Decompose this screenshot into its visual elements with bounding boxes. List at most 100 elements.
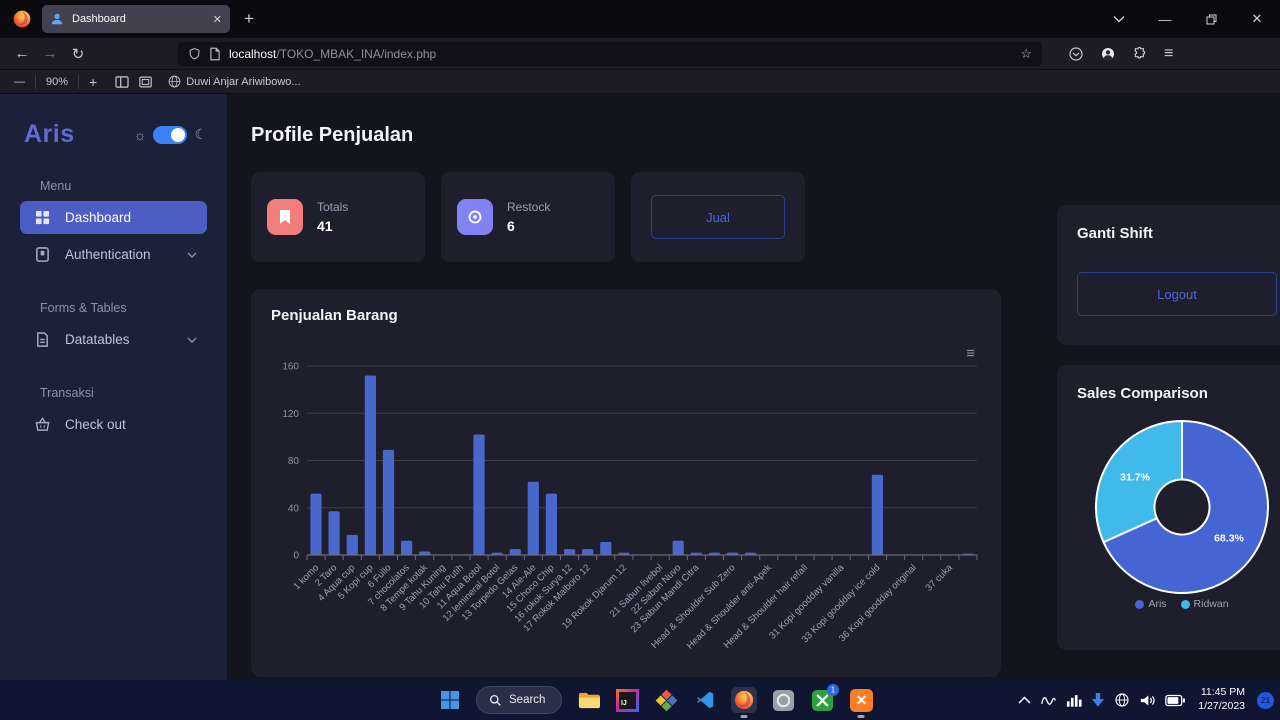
search-icon bbox=[489, 694, 501, 706]
vscode-icon[interactable] bbox=[692, 687, 718, 713]
datatable-file-icon bbox=[37, 332, 48, 347]
clock-time: 11:45 PM bbox=[1200, 686, 1245, 699]
reload-button[interactable]: ↻ bbox=[71, 45, 85, 63]
open-app-indicator bbox=[740, 715, 748, 718]
svg-text:40: 40 bbox=[288, 503, 300, 514]
dashboard-grid-icon bbox=[35, 210, 50, 225]
intellij-icon[interactable]: IJ bbox=[614, 687, 640, 713]
browser-tab[interactable]: Dashboard ✕ bbox=[42, 5, 230, 33]
url-bar[interactable]: localhost/TOKO_MBAK_INA/index.php ☆ bbox=[178, 41, 1042, 66]
account-icon[interactable] bbox=[1100, 46, 1116, 62]
stat-value: 6 bbox=[507, 218, 515, 234]
legend-item[interactable]: Aris bbox=[1135, 598, 1167, 610]
stat-label: Totals bbox=[317, 200, 349, 214]
ganti-shift-card: Ganti Shift Logout bbox=[1057, 205, 1280, 345]
navbar-right-icons: ≡ bbox=[1068, 45, 1173, 63]
diamond-app-icon[interactable] bbox=[653, 687, 679, 713]
notification-count-badge[interactable]: 21 bbox=[1257, 691, 1274, 709]
svg-text:160: 160 bbox=[282, 362, 299, 373]
svg-text:31.7%: 31.7% bbox=[1120, 472, 1150, 484]
url-path: /TOKO_MBAK_INA/index.php bbox=[276, 46, 437, 61]
tray-expand-chevron-icon[interactable] bbox=[1018, 696, 1031, 704]
brand-logo[interactable]: Aris bbox=[24, 120, 75, 148]
svg-text:0: 0 bbox=[293, 551, 299, 562]
clock-date: 1/27/2023 bbox=[1198, 700, 1245, 712]
chart-menu-icon[interactable]: ≡ bbox=[966, 345, 975, 362]
forward-button[interactable]: → bbox=[42, 45, 58, 62]
page-info-icon[interactable] bbox=[209, 47, 221, 61]
zoom-in-icon[interactable]: + bbox=[89, 73, 98, 90]
sidebar-panel-icon[interactable] bbox=[115, 75, 129, 88]
sidebar-section-transaksi: Transaksi bbox=[40, 386, 94, 400]
zoom-out-icon[interactable]: — bbox=[14, 75, 25, 88]
svg-text:37 cuka: 37 cuka bbox=[924, 562, 956, 594]
bookmark-star-icon[interactable]: ☆ bbox=[1020, 45, 1032, 61]
globe-icon bbox=[168, 75, 181, 88]
sales-comparison-card: Sales Comparison 68.3% 31.7% Aris Ridwan bbox=[1057, 365, 1280, 650]
moon-icon: ☾ bbox=[194, 126, 207, 142]
stat-card-restock: Restock 6 bbox=[441, 172, 615, 262]
theme-toggle[interactable] bbox=[153, 125, 188, 144]
sidebar-item-label: Authentication bbox=[65, 247, 151, 262]
tab-favicon-user-icon bbox=[51, 13, 63, 25]
window-controls: — ✕ bbox=[1096, 0, 1280, 38]
url-text[interactable]: localhost/TOKO_MBAK_INA/index.php bbox=[229, 47, 1012, 61]
firefox-taskbar-icon[interactable] bbox=[731, 687, 758, 718]
speaker-icon[interactable] bbox=[1139, 693, 1156, 708]
shield-icon[interactable] bbox=[188, 47, 201, 61]
sidebar-item-dashboard[interactable]: Dashboard bbox=[20, 201, 207, 234]
start-button[interactable] bbox=[437, 687, 463, 713]
network-globe-icon[interactable] bbox=[1114, 692, 1130, 708]
stat-card-totals: Totals 41 bbox=[251, 172, 425, 262]
bookmark-badge-icon bbox=[267, 199, 303, 235]
jual-card: Jual bbox=[631, 172, 805, 262]
battery-icon[interactable] bbox=[1165, 694, 1186, 707]
back-button[interactable]: ← bbox=[14, 45, 30, 62]
reader-panel-icon[interactable] bbox=[139, 76, 152, 88]
pocket-icon[interactable] bbox=[1068, 46, 1084, 62]
jual-button[interactable]: Jual bbox=[651, 195, 785, 239]
bookmark-label: Duwi Anjar Ariwibowo... bbox=[186, 75, 301, 88]
taskbar-search[interactable]: Search bbox=[476, 686, 563, 714]
wave-tray-icon[interactable] bbox=[1040, 693, 1057, 708]
taskbar: Search IJ bbox=[0, 680, 1280, 720]
menu-hamburger-icon[interactable]: ≡ bbox=[1164, 44, 1174, 62]
bookmarks-toolbar: — 90% + Duwi Anjar Ariwibowo... bbox=[0, 70, 1280, 94]
chevron-down-icon bbox=[187, 252, 197, 258]
xampp-icon[interactable]: ✕ bbox=[848, 687, 874, 718]
sidebar-item-checkout[interactable]: Check out bbox=[20, 408, 207, 441]
histogram-tray-icon[interactable] bbox=[1066, 693, 1082, 708]
auth-journal-icon bbox=[36, 247, 49, 262]
separator bbox=[78, 74, 80, 89]
sidebar-item-authentication[interactable]: Authentication bbox=[20, 238, 207, 271]
firefox-logo-icon bbox=[13, 10, 31, 28]
bookmark-item[interactable]: Duwi Anjar Ariwibowo... bbox=[168, 75, 301, 88]
close-button[interactable]: ✕ bbox=[1251, 11, 1263, 26]
svg-text:68.3%: 68.3% bbox=[1214, 532, 1244, 544]
sidebar-item-datatables[interactable]: Datatables bbox=[20, 323, 207, 356]
xbox-icon[interactable]: 1 bbox=[809, 684, 840, 713]
restore-button[interactable] bbox=[1188, 0, 1234, 38]
svg-text:120: 120 bbox=[282, 409, 299, 420]
download-arrow-tray-icon[interactable] bbox=[1091, 692, 1105, 708]
sun-icon: ☼ bbox=[133, 126, 147, 143]
tab-close-icon[interactable]: ✕ bbox=[212, 13, 222, 26]
stat-label: Restock bbox=[507, 200, 551, 214]
new-tab-button[interactable]: + bbox=[244, 9, 254, 28]
tabs-list-chevron-icon[interactable] bbox=[1096, 0, 1142, 38]
legend-item[interactable]: Ridwan bbox=[1180, 598, 1229, 610]
search-label: Search bbox=[509, 694, 546, 706]
logout-button[interactable]: Logout bbox=[1077, 272, 1277, 316]
minimize-button[interactable]: — bbox=[1158, 11, 1172, 27]
taskbar-clock[interactable]: 11:45 PM 1/27/2023 bbox=[1198, 686, 1245, 713]
bar-chart-title: Penjualan Barang bbox=[271, 307, 398, 324]
stat-value: 41 bbox=[317, 218, 333, 234]
file-explorer-icon[interactable] bbox=[575, 687, 601, 713]
extensions-puzzle-icon[interactable] bbox=[1132, 46, 1148, 62]
svg-text:80: 80 bbox=[288, 456, 300, 467]
gray-circle-app-icon[interactable] bbox=[770, 687, 796, 713]
donut-legend: Aris Ridwan bbox=[1077, 598, 1280, 610]
zoom-level[interactable]: 90% bbox=[46, 75, 69, 88]
